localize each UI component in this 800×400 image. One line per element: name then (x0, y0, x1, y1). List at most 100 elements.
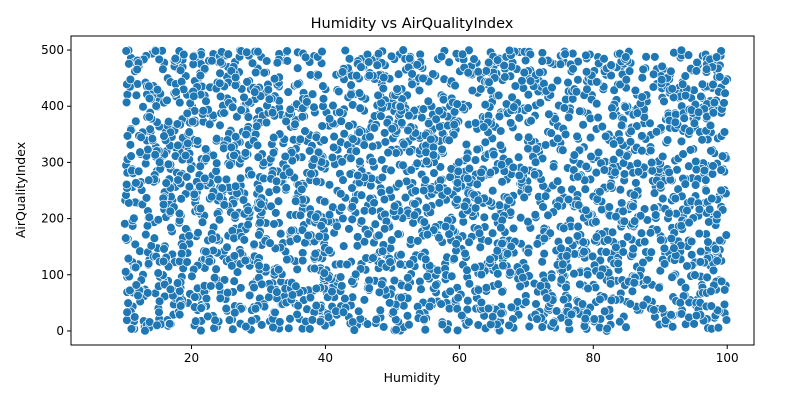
data-point (221, 303, 231, 314)
data-point (254, 184, 265, 194)
data-point (189, 91, 199, 102)
data-point (410, 199, 420, 209)
data-point (440, 221, 451, 232)
data-point (311, 283, 322, 294)
data-point (236, 105, 246, 115)
data-point (170, 53, 181, 64)
data-point (396, 249, 406, 260)
data-point (682, 261, 692, 271)
data-point (604, 202, 615, 212)
data-point (450, 80, 460, 91)
data-point (203, 311, 213, 322)
data-point (703, 237, 713, 247)
data-point (207, 55, 217, 66)
data-point (637, 145, 647, 156)
data-point (615, 79, 625, 90)
data-point (307, 315, 318, 325)
x-axis: 20 40 60 80 100 (184, 345, 739, 365)
data-point (686, 236, 697, 247)
data-point (494, 200, 505, 210)
data-point (272, 57, 283, 68)
data-point (180, 150, 191, 161)
data-point (346, 89, 356, 100)
data-point (334, 86, 344, 97)
data-point (273, 264, 284, 275)
data-point (232, 267, 243, 277)
data-point (328, 142, 339, 153)
data-point (126, 151, 136, 161)
data-point (716, 276, 727, 287)
data-point (525, 76, 536, 86)
data-point (475, 242, 486, 253)
data-point (142, 288, 153, 298)
data-point (708, 161, 718, 171)
data-point (227, 102, 238, 112)
data-point (215, 57, 226, 67)
data-point (538, 202, 548, 212)
data-point (195, 203, 206, 214)
data-point (603, 235, 613, 245)
data-point (701, 64, 712, 74)
data-point (559, 223, 569, 234)
data-point (434, 198, 445, 208)
data-point (239, 92, 249, 103)
data-point (211, 264, 221, 274)
data-point (271, 176, 282, 187)
data-point (558, 259, 568, 269)
data-point (132, 64, 142, 75)
data-point (275, 228, 286, 239)
data-point (506, 302, 517, 313)
data-point (261, 56, 272, 66)
data-point (461, 139, 472, 150)
data-point (310, 248, 321, 259)
data-point (236, 283, 246, 293)
data-point (629, 278, 639, 288)
data-point (136, 132, 146, 143)
data-point (284, 323, 294, 334)
data-point (508, 162, 519, 173)
data-point (284, 167, 295, 177)
data-point (518, 272, 528, 283)
data-point (591, 98, 602, 109)
data-point (171, 87, 181, 97)
data-point (672, 165, 682, 175)
data-point (392, 84, 402, 94)
data-point (513, 132, 524, 142)
data-point (607, 103, 617, 113)
data-point (664, 208, 674, 219)
data-point (543, 210, 553, 221)
data-point (657, 304, 668, 314)
data-point (651, 127, 662, 137)
data-point (581, 161, 591, 172)
data-point (286, 225, 297, 236)
data-point (175, 301, 186, 311)
data-point (182, 172, 192, 182)
data-point (575, 279, 585, 290)
data-point (452, 99, 462, 109)
data-point (275, 317, 285, 327)
data-point (306, 169, 316, 179)
data-point (385, 257, 395, 267)
data-point (467, 85, 478, 96)
data-point (210, 315, 220, 325)
data-point (403, 273, 413, 283)
data-point (444, 57, 454, 67)
data-point (269, 219, 279, 229)
data-point (648, 69, 659, 80)
data-point (577, 299, 588, 309)
data-point (324, 180, 335, 190)
data-point (457, 49, 468, 60)
data-point (395, 259, 406, 269)
data-point (338, 241, 349, 251)
data-point (462, 153, 472, 163)
data-point (383, 147, 393, 158)
data-point (642, 215, 653, 225)
data-point (628, 243, 639, 254)
data-point (239, 235, 250, 245)
data-point (710, 244, 721, 254)
data-point (241, 47, 252, 58)
data-point (130, 239, 141, 250)
data-point (712, 209, 722, 220)
data-point (442, 186, 453, 196)
data-point (222, 287, 233, 298)
